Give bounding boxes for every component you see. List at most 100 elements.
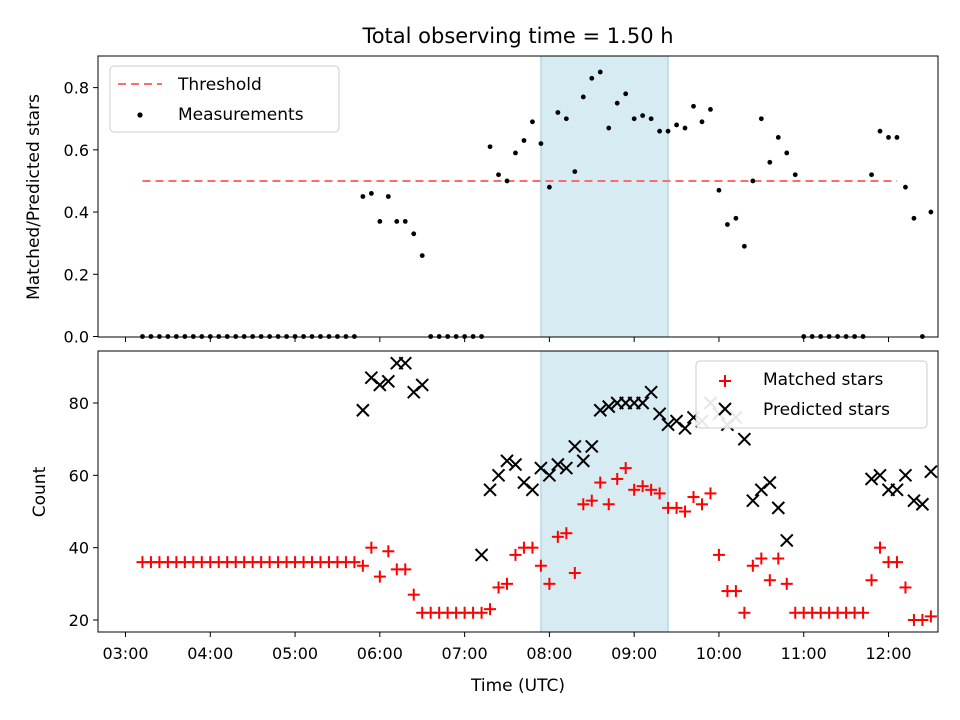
bottom-x-tick-label: 06:00 — [357, 644, 403, 663]
matched-point — [670, 501, 683, 514]
matched-point — [509, 548, 522, 561]
predicted-point — [356, 403, 370, 417]
matched-point — [407, 588, 420, 601]
predicted-point — [525, 483, 540, 497]
matched-point — [712, 548, 725, 561]
top-panel: 0.00.20.40.60.8 Matched/Predicted stars … — [24, 55, 939, 347]
bottom-y-tick-label: 60 — [69, 466, 89, 485]
measurement-point — [504, 178, 510, 184]
measurement-point — [563, 116, 569, 122]
measurement-point — [597, 69, 603, 75]
top-x-axis-ticks — [125, 337, 889, 342]
predicted-point — [652, 407, 667, 421]
legend-threshold-label: Threshold — [177, 75, 262, 95]
bottom-x-tick-label: 11:00 — [781, 644, 827, 663]
matched-point — [577, 498, 590, 511]
bottom-x-axis-ticks: 03:00 04:00 05:00 06:00 07:00 08:00 09:00 10:00… — [102, 632, 912, 663]
matched-point — [365, 541, 378, 554]
bottom-x-tick-label: 10:00 — [696, 644, 742, 663]
top-legend: Threshold Measurements — [109, 65, 340, 133]
matched-point — [738, 606, 751, 619]
predicted-point — [864, 472, 879, 486]
matched-point — [399, 563, 412, 576]
matched-point — [916, 614, 929, 626]
measurement-point — [869, 172, 874, 178]
legend-predicted-swatch — [718, 402, 732, 416]
measurement-point — [928, 209, 934, 215]
measurement-point — [691, 103, 696, 109]
top-shaded-region — [540, 55, 669, 338]
matched-point — [534, 559, 547, 572]
matched-point — [484, 603, 497, 616]
matched-point — [755, 552, 768, 565]
predicted-point — [576, 454, 591, 468]
matched-point — [585, 494, 598, 507]
measurement-point — [411, 231, 417, 237]
matched-point — [636, 480, 649, 493]
measurement-point — [402, 218, 408, 224]
matched-point — [695, 498, 708, 511]
predicted-point — [551, 457, 565, 472]
predicted-point — [542, 468, 557, 483]
predicted-point — [593, 403, 607, 417]
top-y-tick-label: 0.6 — [64, 141, 89, 160]
measurement-point — [682, 125, 688, 131]
measurement-point — [360, 194, 366, 199]
bottom-y-tick-label: 20 — [69, 611, 89, 630]
matched-point — [857, 606, 870, 619]
predicted-point — [915, 497, 930, 511]
bottom-x-tick-label: 07:00 — [442, 644, 488, 663]
legend-matched-swatch — [719, 375, 731, 387]
measurement-point — [513, 150, 518, 156]
measurement-point — [894, 134, 900, 140]
bottom-y-tick-label: 40 — [69, 539, 89, 558]
measurement-point — [496, 172, 501, 178]
predicted-point — [500, 454, 514, 468]
legend-predicted-label: Predicted stars — [763, 400, 890, 420]
measurement-point — [648, 116, 654, 122]
measurement-point — [750, 178, 756, 184]
top-plot-frame — [97, 55, 939, 338]
measurement-point — [572, 169, 578, 175]
measurement-point — [657, 128, 662, 134]
predicted-point — [780, 533, 794, 548]
measurement-point — [767, 159, 773, 165]
measurement-point — [530, 119, 535, 125]
top-y-tick-label: 0.2 — [64, 265, 89, 284]
predicted-point — [907, 493, 921, 508]
measurement-point — [394, 218, 400, 224]
matched-point — [475, 606, 488, 619]
predicted-point — [924, 465, 938, 479]
matched-point — [865, 574, 878, 587]
predicted-point — [763, 475, 777, 490]
measurement-point — [911, 215, 917, 221]
matched-point — [874, 541, 887, 554]
matched-point — [492, 581, 505, 594]
legend-measurements-swatch — [137, 112, 143, 118]
matched-point — [628, 483, 641, 496]
matched-point — [611, 472, 624, 485]
measurement-point — [784, 150, 790, 156]
predicted-point — [898, 468, 913, 483]
measurement-point — [741, 243, 747, 249]
measurement-point — [665, 128, 671, 134]
measurement-point — [614, 100, 620, 106]
predicted-point — [508, 457, 523, 472]
matched-point — [729, 585, 742, 598]
measurement-point — [758, 116, 764, 122]
measurement-point — [419, 253, 425, 259]
matched-point — [594, 476, 607, 489]
measurement-point — [589, 75, 595, 81]
legend-measurements-label: Measurements — [178, 105, 304, 125]
bottom-legend: Matched stars Predicted stars — [695, 360, 928, 429]
bottom-x-tick-label: 09:00 — [611, 644, 657, 663]
measurement-point — [877, 128, 883, 134]
predicted-point — [474, 548, 489, 562]
predicted-point — [559, 461, 574, 475]
matched-point — [560, 527, 573, 540]
predicted-point — [373, 378, 387, 392]
matched-point — [382, 545, 395, 558]
predicted-point — [491, 468, 506, 483]
